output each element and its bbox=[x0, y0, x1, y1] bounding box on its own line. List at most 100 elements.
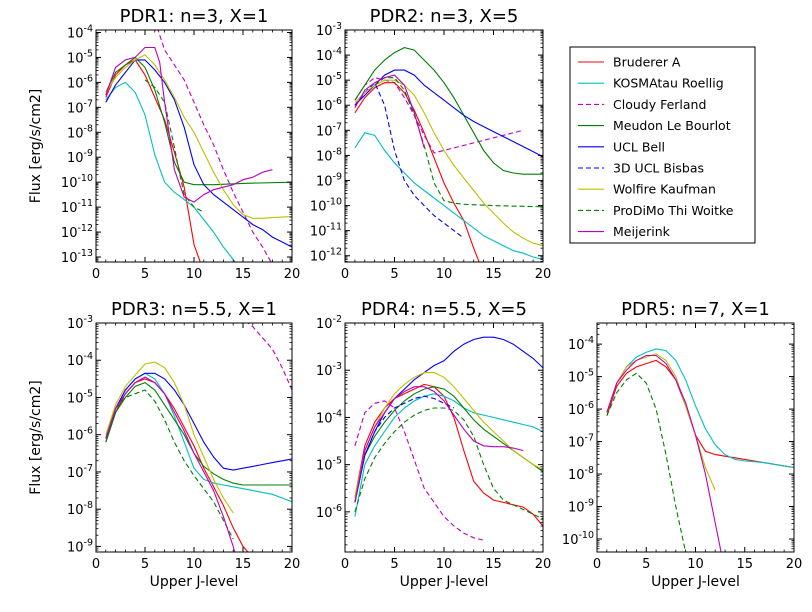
legend-label-uclbell: UCL Bell bbox=[613, 139, 665, 154]
x-tick-label: 0 bbox=[92, 557, 100, 572]
x-tick-label: 20 bbox=[786, 557, 803, 572]
y-tick-label: 10-4 bbox=[568, 335, 594, 353]
legend-label-wolfire: Wolfire Kaufman bbox=[613, 182, 716, 197]
y-tick-label: 10-2 bbox=[316, 314, 342, 332]
y-tick-label: 10-12 bbox=[61, 223, 93, 241]
x-tick-label: 5 bbox=[390, 557, 398, 572]
y-tick-label: 10-3 bbox=[67, 314, 93, 332]
x-tick-label: 0 bbox=[92, 267, 100, 282]
series-line-wolfire bbox=[105, 54, 292, 219]
legend-label-meijerink: Meijerink bbox=[613, 224, 671, 239]
panel-title: PDR3: n=5.5, X=1 bbox=[111, 299, 277, 320]
x-tick-label: 20 bbox=[535, 267, 552, 282]
panel-title: PDR2: n=3, X=5 bbox=[370, 6, 519, 27]
y-tick-label: 10-11 bbox=[61, 198, 93, 216]
x-axis-label: Upper J-level bbox=[150, 574, 239, 590]
panel-title: PDR1: n=3, X=1 bbox=[120, 6, 269, 27]
series-line-kosma bbox=[105, 81, 236, 262]
plot-area bbox=[597, 323, 794, 552]
plot-frame bbox=[596, 322, 795, 553]
plot-frame bbox=[344, 322, 544, 553]
legend-label-cloudy: Cloudy Ferland bbox=[613, 97, 706, 112]
x-tick-label: 10 bbox=[687, 557, 704, 572]
series-line-wolfire bbox=[354, 79, 543, 247]
y-tick-label: 10-5 bbox=[67, 388, 93, 406]
y-tick-label: 10-9 bbox=[316, 171, 342, 189]
x-tick-label: 5 bbox=[642, 557, 650, 572]
plot-area bbox=[345, 30, 543, 262]
legend-label-prodimo: ProDiMo Thi Woitke bbox=[613, 203, 734, 218]
series-line-uclbell bbox=[105, 372, 292, 471]
plot-frame bbox=[95, 29, 293, 263]
y-tick-label: 10-7 bbox=[316, 121, 342, 139]
x-tick-label: 10 bbox=[436, 267, 453, 282]
series-line-uclbell bbox=[354, 69, 543, 158]
ticks: 0 5 10 15 20 10-3 10-4 10-5 10-6 10-7 10-8 10-9 10-1… bbox=[310, 21, 551, 282]
series-line-prodimo bbox=[144, 79, 205, 213]
series-line-meijerink bbox=[354, 74, 425, 149]
series-line-cloudy bbox=[246, 323, 292, 391]
series-line-meijerink bbox=[354, 386, 524, 503]
series-line-kosma bbox=[354, 393, 543, 517]
y-tick-label: 10-5 bbox=[67, 48, 93, 66]
series-line-prodimo bbox=[374, 77, 543, 208]
y-tick-label: 10-4 bbox=[316, 408, 342, 426]
y-tick-label: 10-6 bbox=[67, 73, 93, 91]
series-line-kosma bbox=[606, 348, 794, 469]
y-tick-label: 10-4 bbox=[67, 351, 93, 369]
series-line-cloudy bbox=[157, 30, 272, 262]
series-line-meudon bbox=[105, 56, 292, 186]
series-line-wolfire bbox=[354, 372, 543, 498]
legend-label-kosma: KOSMAtau Roellig bbox=[613, 76, 724, 91]
series-line-kosma bbox=[354, 132, 543, 261]
series-line-prodimo bbox=[105, 389, 234, 540]
y-tick-label: 10-7 bbox=[568, 433, 594, 451]
legend: Bruderer A KOSMAtau Roellig Cloudy Ferland… bbox=[569, 46, 756, 244]
series-line-wolfire bbox=[105, 361, 234, 514]
series-line-meijerink bbox=[606, 354, 722, 552]
chart-panel-1: 0 5 10 15 20 10-4 10-5 10-6 10-7 10-8 10-9 10-10 10-… bbox=[28, 6, 300, 282]
y-tick-label: 10-6 bbox=[568, 400, 594, 418]
x-axis-label: Upper J-level bbox=[400, 574, 489, 590]
y-tick-label: 10-11 bbox=[310, 222, 342, 240]
y-axis-label: Flux [erg/s/cm2] bbox=[28, 380, 44, 494]
legend-label-ucl3d: 3D UCL Bisbas bbox=[613, 161, 704, 176]
y-tick-label: 10-9 bbox=[67, 537, 93, 555]
y-axis-label: Flux [erg/s/cm2] bbox=[28, 89, 44, 203]
series-group bbox=[354, 336, 543, 541]
y-tick-label: 10-13 bbox=[61, 248, 93, 266]
series-line-cloudy bbox=[354, 400, 484, 541]
y-tick-label: 10-3 bbox=[316, 361, 342, 379]
y-tick-label: 10-4 bbox=[67, 23, 93, 41]
series-line-prodimo bbox=[354, 407, 543, 520]
x-tick-label: 15 bbox=[235, 267, 252, 282]
series-line-prodimo bbox=[606, 372, 687, 552]
x-tick-label: 15 bbox=[485, 267, 502, 282]
x-tick-label: 10 bbox=[186, 267, 203, 282]
plot-frame bbox=[344, 29, 544, 263]
y-tick-label: 10-6 bbox=[316, 96, 342, 114]
x-tick-label: 5 bbox=[390, 267, 398, 282]
x-tick-label: 10 bbox=[186, 557, 203, 572]
x-tick-label: 20 bbox=[284, 267, 301, 282]
ticks: 0 5 10 15 20 10-3 10-4 10-5 10-6 10-7 10-8 10-9 bbox=[67, 314, 300, 572]
y-tick-label: 10-9 bbox=[67, 148, 93, 166]
y-tick-label: 10-6 bbox=[316, 503, 342, 521]
series-group bbox=[354, 47, 543, 262]
x-tick-label: 5 bbox=[141, 267, 149, 282]
y-tick-label: 10-10 bbox=[562, 530, 594, 548]
x-tick-label: 15 bbox=[736, 557, 753, 572]
y-tick-label: 10-10 bbox=[61, 173, 93, 191]
y-tick-label: 10-8 bbox=[67, 123, 93, 141]
y-tick-label: 10-7 bbox=[67, 463, 93, 481]
y-tick-label: 10-3 bbox=[316, 21, 342, 39]
plot-area bbox=[96, 323, 292, 552]
ticks: 0 5 10 15 20 10-4 10-5 10-6 10-7 10-8 10-9 10-10 bbox=[562, 323, 802, 572]
chart-panel-5: 0 5 10 15 20 10-4 10-5 10-6 10-7 10-8 10-9 10-10 PDR… bbox=[562, 299, 802, 590]
y-tick-label: 10-8 bbox=[568, 465, 594, 483]
chart-panel-3: 0 5 10 15 20 10-3 10-4 10-5 10-6 10-7 10-8 10-9 PDR3… bbox=[28, 299, 300, 590]
series-line-meijerink bbox=[105, 376, 236, 552]
y-tick-label: 10-9 bbox=[568, 498, 594, 516]
legend-label-bruderer: Bruderer A bbox=[613, 55, 681, 70]
